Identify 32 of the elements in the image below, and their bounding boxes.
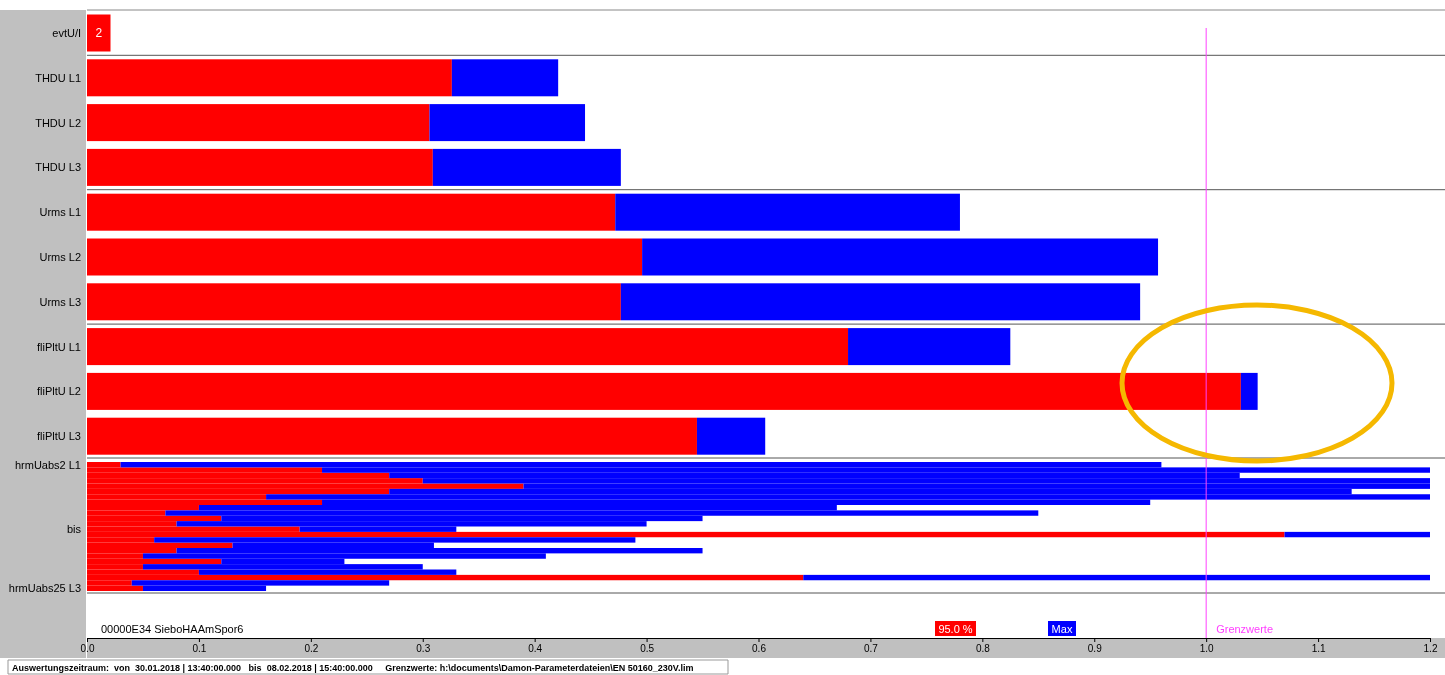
text: Auswertungszeitraum: von 30.01.2018 | 13:40:00.000 bis 08.02.2018 | 15:40:00.000 Grenzwerte: h:\documents\Damon-Parameterdateien\EN 50160_230V.lim (12, 663, 694, 673)
ref-line-label: Grenzwerte (1216, 623, 1274, 635)
x-tick-label: 0.9 (1087, 643, 1103, 655)
annotation: 2 (95, 26, 103, 40)
y-tick-label: Urms L3 (39, 295, 81, 308)
x-tick-label: 0.6 (752, 643, 767, 655)
x-tick-label: 0.3 (416, 643, 431, 655)
x-tick-label: 0.7 (863, 643, 879, 655)
y-tick-label: THDU L3 (35, 161, 81, 174)
x-tick-label: 0.2 (304, 643, 319, 655)
x-tick-label: 0.0 (80, 643, 95, 655)
y-tick-label: bis (66, 523, 82, 536)
y-tick-label: THDU L2 (35, 116, 81, 129)
x-tick-label: 0.4 (528, 643, 543, 655)
x-tick-label: 1.1 (1311, 643, 1326, 655)
y-tick-label: Urms L1 (39, 206, 81, 219)
text: Max (1051, 623, 1073, 635)
x-tick-label: 0.1 (192, 643, 207, 655)
y-tick-label: fliPltU L3 (36, 430, 81, 443)
x-tick-label: 0.5 (640, 643, 655, 655)
y-tick-label: hrmUabs2 L1 (14, 458, 81, 471)
y-tick-label: fliPltU L1 (36, 340, 81, 353)
annotation: 00000E34 SieboHAAmSpor6 (101, 623, 244, 635)
y-tick-label: fliPltU L2 (36, 385, 81, 398)
y-tick-label: hrmUabs25 L3 (8, 582, 81, 595)
x-tick-label: 0.8 (975, 643, 991, 655)
x-tick-label: 1.0 (1199, 643, 1215, 655)
x-tick-label: 1.2 (1423, 643, 1438, 655)
y-tick-label: THDU L1 (35, 71, 81, 84)
text: 95.0 % (938, 623, 973, 635)
y-tick-label: evtU/I (52, 27, 81, 39)
y-tick-label: Urms L2 (39, 251, 81, 263)
